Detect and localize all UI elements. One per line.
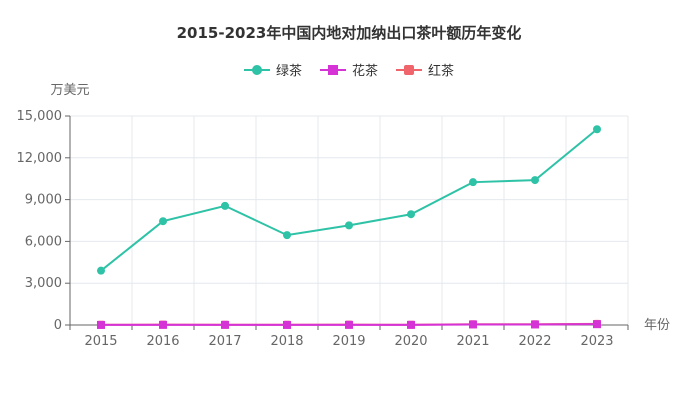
data-point (593, 320, 601, 329)
data-point (407, 320, 415, 329)
chart-title: 2015-2023年中国内地对加纳出口茶叶额历年变化 (176, 24, 522, 42)
x-tick-label: 2016 (146, 334, 179, 349)
x-tick-label: 2017 (208, 334, 241, 349)
y-tick-label: 6,000 (25, 234, 62, 249)
x-axis-title: 年份 (644, 318, 670, 333)
data-point (159, 320, 167, 329)
x-tick-label: 2023 (580, 334, 613, 349)
y-axis-title: 万美元 (50, 83, 89, 98)
legend-item-black-tea[interactable]: 红茶 (396, 60, 454, 79)
data-point (531, 176, 539, 185)
data-point (97, 266, 105, 275)
legend-marker-square-icon (319, 64, 346, 75)
data-point (97, 320, 105, 329)
legend-marker-rounded-square-icon (396, 64, 422, 75)
data-point (159, 217, 167, 226)
legend-item-flower-tea[interactable]: 花茶 (319, 60, 378, 79)
x-tick-label: 2015 (84, 334, 117, 349)
legend: 绿茶 花茶 红茶 (0, 60, 698, 79)
y-tick-label: 3,000 (25, 276, 62, 291)
x-tick-label: 2022 (518, 334, 551, 349)
data-point (531, 320, 539, 329)
data-point (407, 210, 415, 219)
x-tick-label: 2020 (394, 334, 427, 349)
legend-marker-circle-icon (243, 64, 270, 75)
data-point (221, 320, 229, 329)
y-tick-label: 15,000 (17, 109, 63, 124)
legend-item-green-tea[interactable]: 绿茶 (243, 60, 302, 79)
x-tick-label: 2021 (456, 334, 489, 349)
data-point (283, 231, 291, 240)
y-tick-label: 12,000 (17, 151, 63, 166)
y-tick-label: 9,000 (25, 193, 62, 208)
data-point (593, 125, 601, 134)
legend-label: 花茶 (351, 64, 378, 79)
data-point (345, 221, 353, 230)
legend-label: 红茶 (428, 64, 455, 79)
legend-label: 绿茶 (275, 64, 302, 79)
x-tick-label: 2019 (332, 334, 365, 349)
x-tick-label: 2018 (270, 334, 303, 349)
data-point (345, 320, 353, 329)
data-point (283, 320, 291, 329)
data-point (469, 178, 477, 187)
y-tick-label: 0 (54, 318, 62, 333)
data-point (469, 320, 477, 329)
data-point (221, 201, 229, 210)
